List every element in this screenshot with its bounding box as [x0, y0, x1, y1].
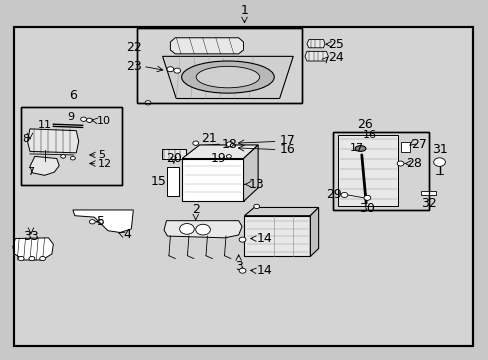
Circle shape [70, 156, 75, 160]
Polygon shape [161, 149, 185, 159]
Text: 24: 24 [328, 51, 344, 64]
Polygon shape [170, 38, 243, 54]
Text: 14: 14 [256, 232, 272, 245]
Text: 18: 18 [222, 139, 237, 152]
Circle shape [363, 195, 370, 200]
Polygon shape [182, 145, 258, 158]
Polygon shape [30, 156, 59, 175]
Polygon shape [162, 57, 293, 99]
Circle shape [173, 68, 180, 73]
Circle shape [239, 237, 245, 242]
Circle shape [29, 256, 35, 261]
Polygon shape [310, 207, 318, 256]
Text: 1: 1 [240, 4, 248, 17]
Polygon shape [420, 191, 435, 195]
Polygon shape [244, 207, 318, 216]
Circle shape [18, 256, 24, 261]
Polygon shape [305, 51, 328, 61]
Polygon shape [400, 142, 409, 152]
Text: 16: 16 [363, 130, 377, 140]
Circle shape [433, 158, 445, 166]
Text: 32: 32 [420, 197, 436, 210]
Polygon shape [243, 145, 258, 201]
Text: 16: 16 [279, 143, 295, 156]
Circle shape [166, 67, 173, 72]
Polygon shape [163, 221, 242, 238]
Text: 6: 6 [69, 89, 77, 102]
Text: 7: 7 [27, 167, 34, 177]
Bar [14, 27, 472, 346]
Text: 33: 33 [23, 230, 39, 243]
Polygon shape [337, 135, 397, 206]
Circle shape [81, 117, 86, 121]
Circle shape [40, 256, 45, 261]
Polygon shape [306, 40, 325, 48]
Text: 14: 14 [256, 264, 272, 277]
Polygon shape [167, 167, 178, 196]
Text: 23: 23 [126, 60, 142, 73]
Text: 19: 19 [210, 152, 225, 165]
Polygon shape [199, 144, 221, 152]
Text: 15: 15 [150, 175, 166, 188]
Polygon shape [182, 158, 243, 201]
Text: 20: 20 [165, 152, 182, 165]
Text: 29: 29 [325, 188, 341, 201]
Bar [332, 132, 428, 210]
Text: 4: 4 [123, 229, 131, 242]
Text: 10: 10 [97, 116, 111, 126]
Circle shape [179, 224, 194, 234]
Polygon shape [13, 238, 53, 260]
Text: 28: 28 [406, 157, 422, 170]
Text: 8: 8 [22, 134, 29, 144]
Circle shape [253, 204, 259, 208]
Text: 13: 13 [248, 178, 264, 191]
Text: 31: 31 [431, 143, 447, 156]
Bar [21, 107, 122, 185]
Circle shape [226, 154, 231, 158]
Text: 25: 25 [328, 38, 344, 51]
Text: 2: 2 [191, 203, 199, 216]
Text: 9: 9 [67, 112, 75, 122]
Bar [137, 28, 302, 103]
Text: 3: 3 [234, 260, 242, 273]
Circle shape [226, 142, 233, 147]
Polygon shape [27, 129, 79, 153]
Ellipse shape [196, 66, 259, 88]
Circle shape [340, 193, 347, 198]
Text: 5: 5 [98, 150, 105, 160]
Circle shape [239, 268, 245, 273]
Bar [137, 28, 302, 103]
Bar [21, 107, 122, 185]
Text: 17: 17 [349, 143, 363, 153]
Circle shape [86, 118, 92, 122]
Text: 21: 21 [201, 132, 217, 145]
Bar [332, 132, 428, 210]
FancyArrowPatch shape [361, 155, 366, 203]
Text: 12: 12 [98, 158, 112, 168]
Circle shape [61, 154, 65, 158]
Ellipse shape [354, 146, 365, 152]
Text: 22: 22 [126, 41, 142, 54]
Circle shape [145, 101, 151, 105]
Circle shape [89, 220, 95, 224]
Text: 26: 26 [357, 118, 372, 131]
Circle shape [195, 224, 210, 235]
Text: 5: 5 [97, 215, 105, 228]
Text: 11: 11 [38, 120, 52, 130]
Bar [14, 27, 472, 346]
Circle shape [396, 161, 403, 166]
Polygon shape [244, 216, 310, 256]
Circle shape [192, 141, 198, 145]
Text: 17: 17 [279, 134, 295, 147]
Ellipse shape [181, 61, 274, 93]
Polygon shape [73, 210, 133, 233]
Text: 30: 30 [359, 202, 375, 215]
Text: 27: 27 [410, 139, 426, 152]
